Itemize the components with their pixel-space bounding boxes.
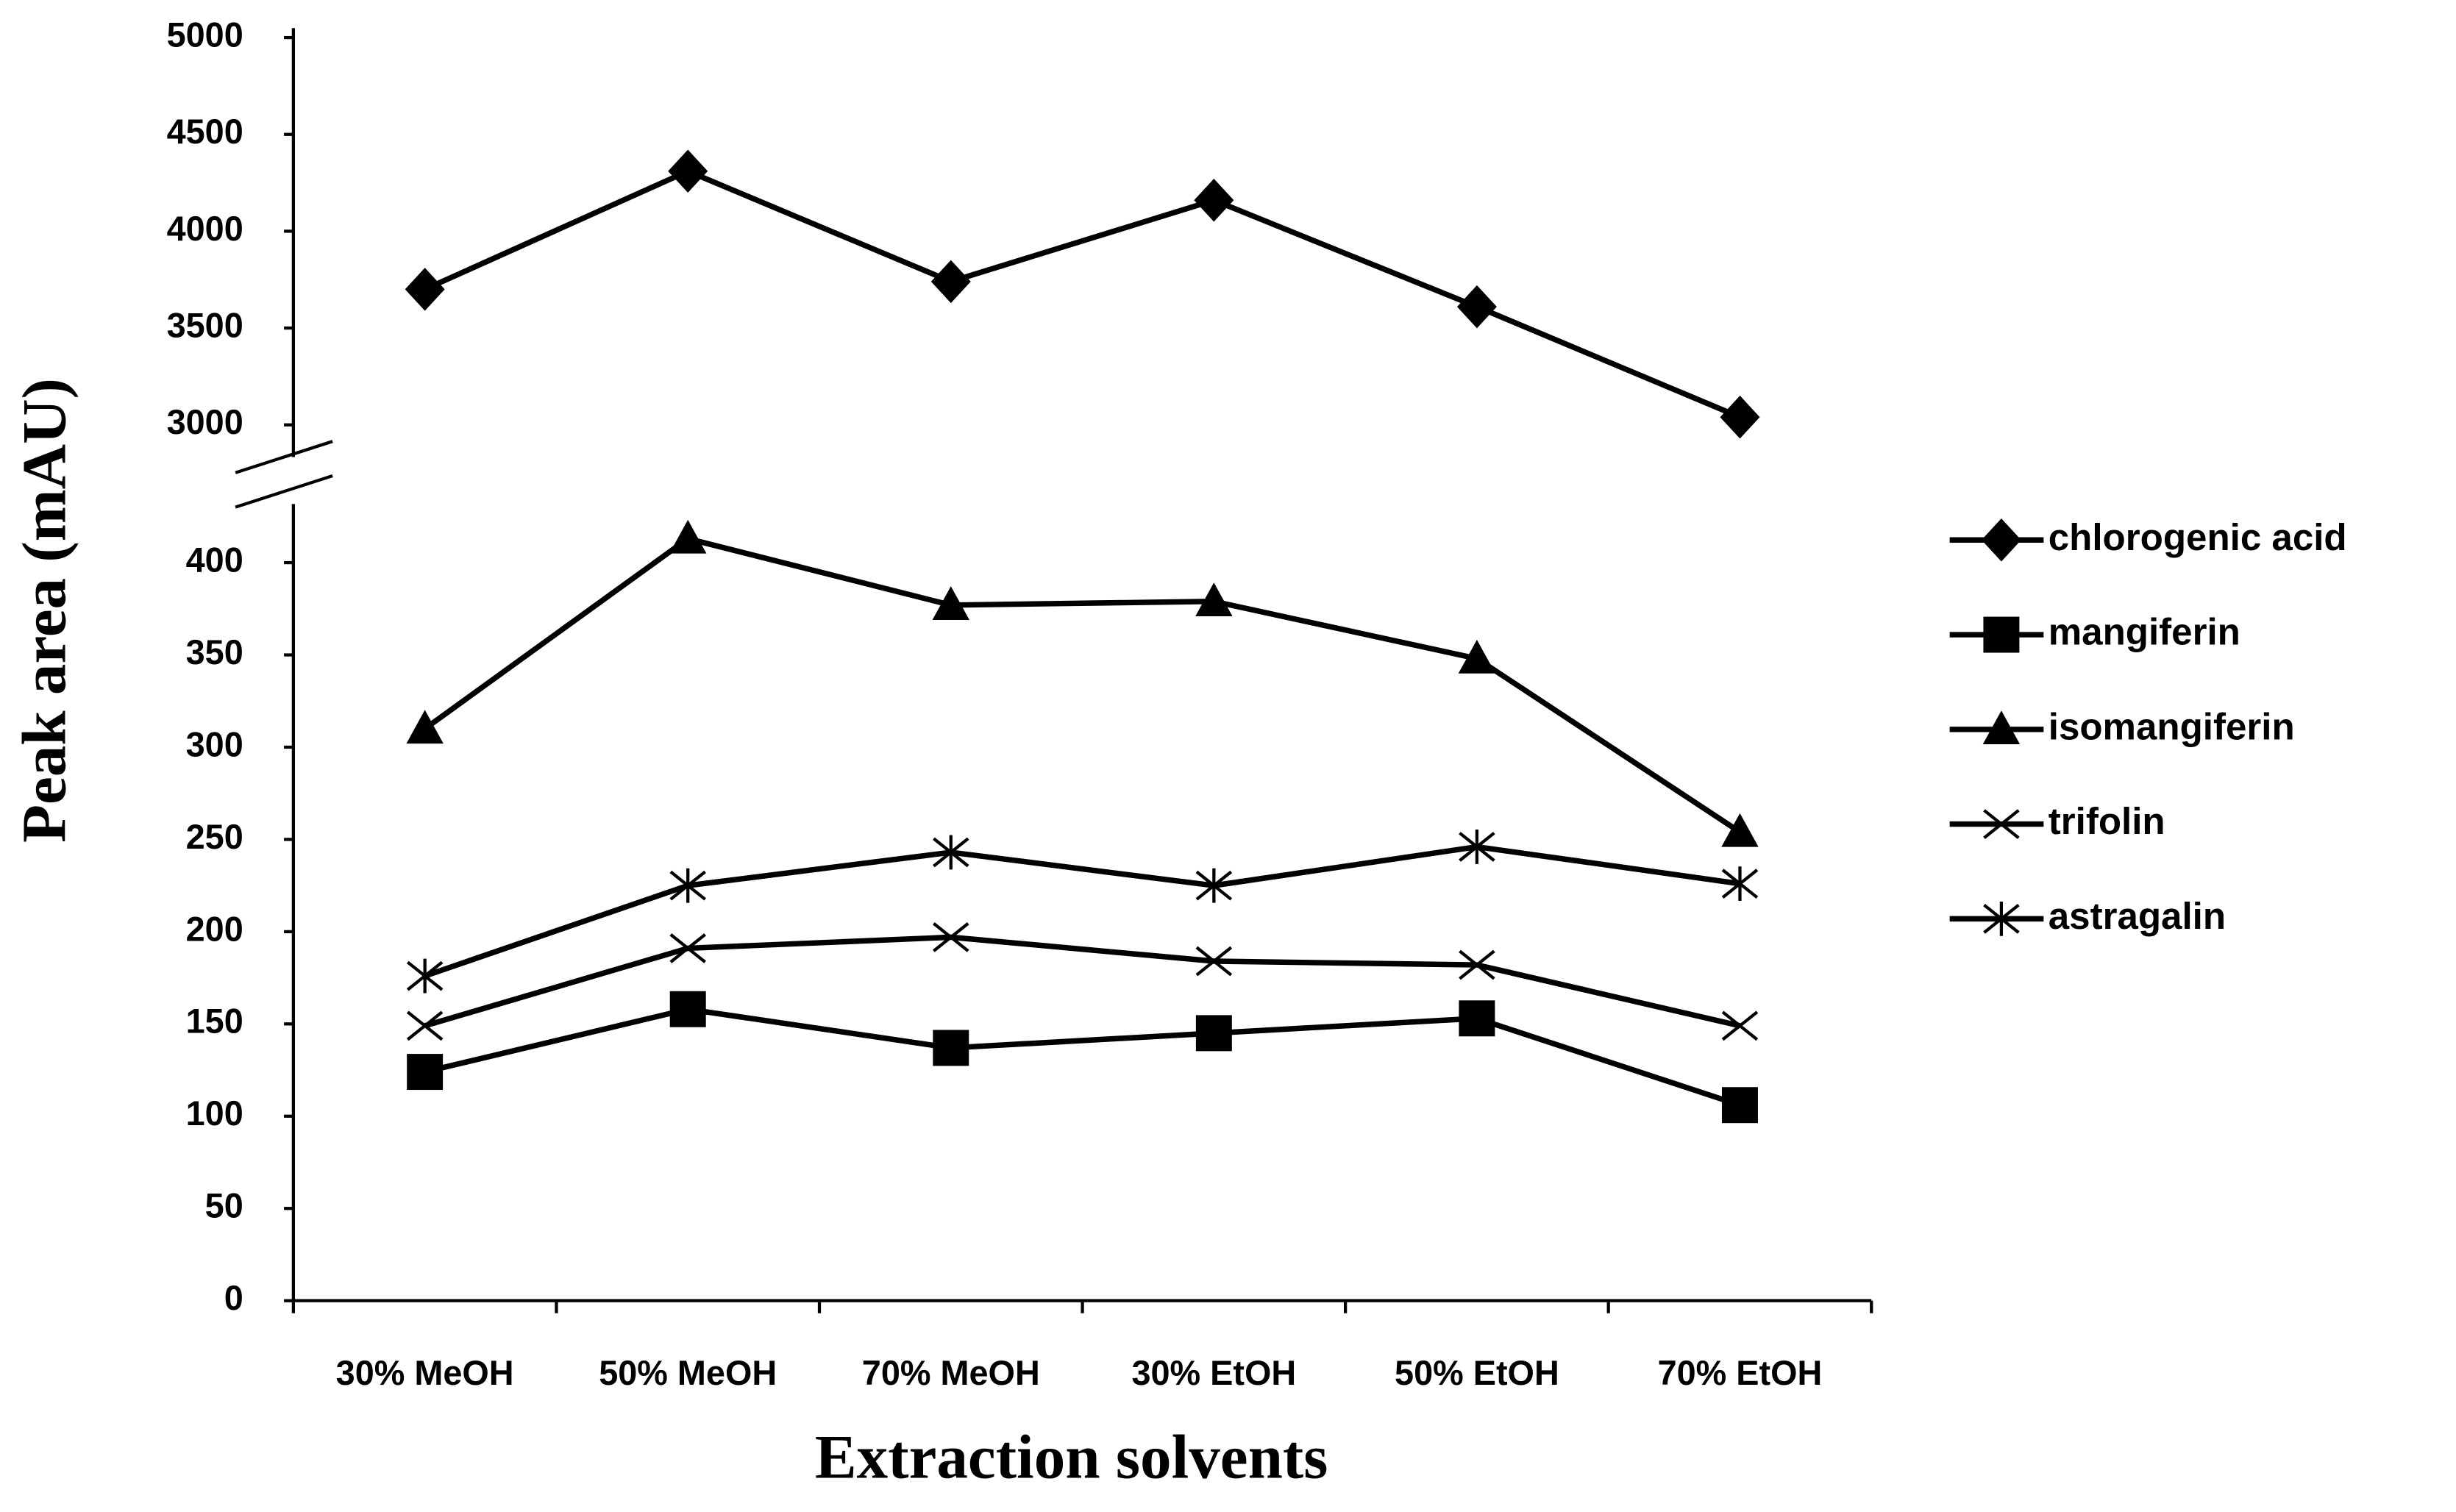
y-tick-label: 50	[205, 1187, 243, 1225]
legend-marker	[1983, 616, 2020, 653]
x-tick-label: 30% MeOH	[336, 1354, 514, 1392]
legend-label: mangiferin	[2049, 611, 2240, 653]
axis-break	[235, 474, 333, 509]
data-point	[932, 586, 969, 621]
y-tick-label: 4500	[167, 113, 243, 151]
data-point	[1459, 830, 1495, 864]
data-point	[668, 149, 708, 193]
data-point	[669, 868, 706, 903]
data-point	[1456, 285, 1497, 329]
data-point	[933, 835, 969, 870]
data-point	[1721, 866, 1759, 902]
y-tick-label: 5000	[167, 15, 243, 54]
data-point	[1195, 946, 1233, 977]
data-point	[406, 1010, 444, 1041]
legend-label: astragalin	[2049, 895, 2226, 937]
x-tick-label: 70% MeOH	[862, 1354, 1040, 1392]
data-point	[669, 933, 706, 963]
data-point	[1721, 1087, 1758, 1124]
data-point	[405, 268, 445, 311]
y-tick-label: 3000	[167, 403, 243, 441]
data-point	[933, 922, 969, 952]
data-point	[406, 710, 444, 744]
legend-label: isomangiferin	[2049, 705, 2295, 747]
data-point	[1459, 1000, 1495, 1037]
legend-label: trifolin	[2049, 800, 2165, 842]
series-line	[424, 1006, 1741, 1108]
legend-marker	[1982, 710, 2021, 745]
x-axis-title: Extraction solvents	[815, 1423, 1328, 1492]
data-point	[930, 260, 971, 304]
x-tick-label: 30% EtOH	[1131, 1354, 1296, 1392]
y-tick-label: 4000	[167, 210, 243, 248]
y-tick-label: 300	[186, 725, 243, 763]
data-point	[669, 991, 706, 1027]
data-point	[1459, 949, 1495, 980]
series-line	[424, 168, 1741, 420]
x-tick-label: 70% EtOH	[1658, 1354, 1823, 1392]
y-tick-label: 400	[186, 541, 243, 579]
y-tick-label: 350	[186, 633, 243, 671]
axis-break	[235, 440, 333, 474]
x-tick-label: 50% EtOH	[1395, 1354, 1559, 1392]
data-point	[1195, 1015, 1232, 1052]
y-tick-label: 200	[186, 910, 243, 948]
y-tick-label: 100	[186, 1094, 243, 1133]
data-point	[669, 519, 707, 554]
data-point	[933, 1030, 969, 1066]
y-axis-title: Peak area (mAU)	[10, 378, 79, 843]
data-point	[1195, 868, 1233, 903]
legend-marker	[1983, 901, 2020, 936]
data-point	[1194, 179, 1234, 222]
data-point	[1195, 582, 1233, 616]
series-line	[424, 934, 1741, 1029]
data-point	[1721, 1010, 1759, 1041]
series-line	[423, 535, 1742, 835]
data-point	[1720, 395, 1760, 439]
y-tick-label: 0	[224, 1279, 243, 1317]
legend-marker	[1981, 518, 2021, 562]
legend-label: chlorogenic acid	[2049, 516, 2347, 558]
y-tick-label: 150	[186, 1002, 243, 1041]
data-point	[1721, 813, 1759, 847]
data-point	[1458, 639, 1496, 674]
data-point	[407, 1054, 444, 1091]
series-line	[424, 844, 1740, 979]
legend-marker	[1983, 809, 2020, 839]
y-tick-label: 3500	[167, 306, 243, 344]
y-tick-label: 250	[186, 818, 243, 856]
x-tick-label: 50% MeOH	[599, 1354, 777, 1392]
data-point	[406, 958, 444, 994]
